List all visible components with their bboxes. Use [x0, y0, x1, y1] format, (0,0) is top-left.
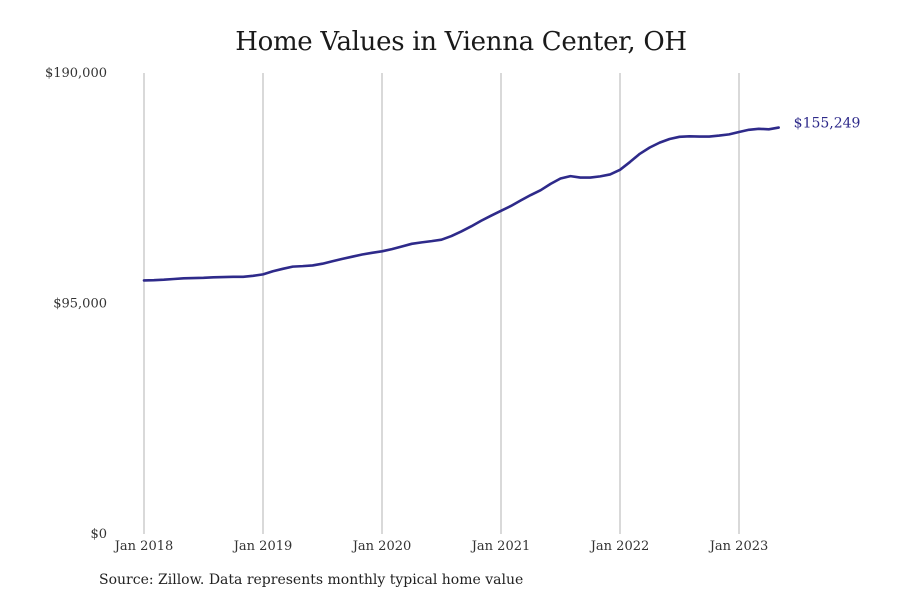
y-tick-label: $0 [90, 527, 107, 542]
end-value-label: $155,249 [794, 116, 861, 132]
x-axis-ticks: Jan 2018 Jan 2019 Jan 2020 Jan 2021 Jan 2022… [113, 539, 769, 554]
source-note: Source: Zillow. Data represents monthly … [99, 572, 524, 588]
y-tick-label: $190,000 [45, 66, 107, 81]
x-tick-label: Jan 2019 [232, 539, 293, 554]
x-tick-label: Jan 2023 [708, 539, 769, 554]
y-axis-ticks: $0 $95,000 $190,000 [45, 66, 107, 542]
series-line-home-value [142, 126, 780, 282]
x-tick-label: Jan 2021 [470, 539, 531, 554]
x-tick-label: Jan 2020 [351, 539, 412, 554]
x-tick-label: Jan 2018 [113, 539, 174, 554]
y-tick-label: $95,000 [53, 297, 107, 312]
vertical-gridlines [143, 73, 740, 534]
x-tick-label: Jan 2022 [589, 539, 650, 554]
chart-title: Home Values in Vienna Center, OH [235, 27, 687, 57]
